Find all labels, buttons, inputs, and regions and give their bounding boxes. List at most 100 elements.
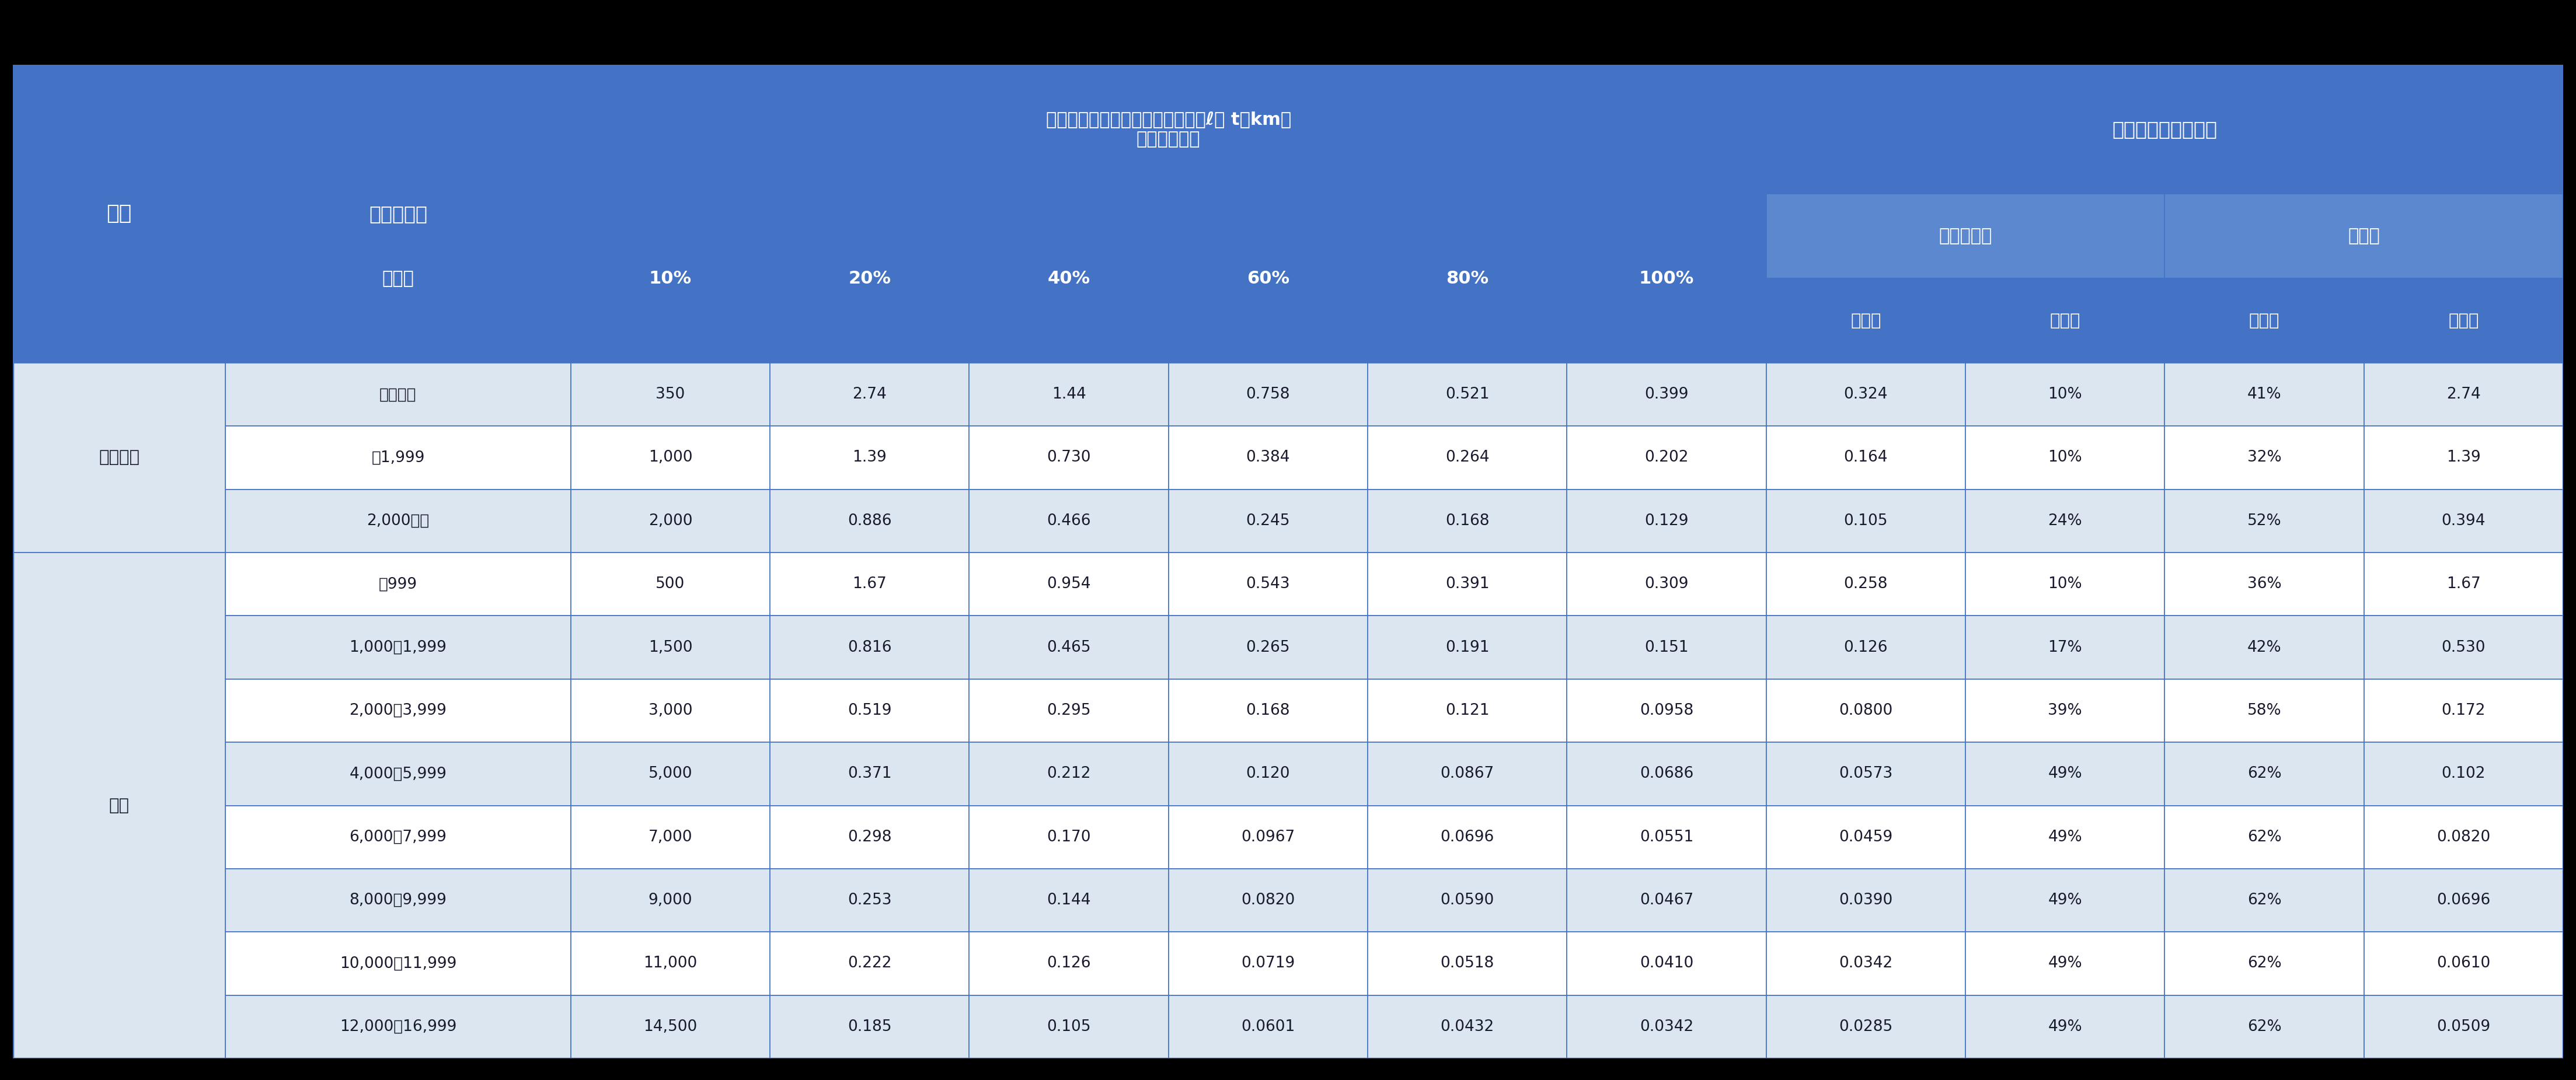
Bar <box>227 616 572 679</box>
Text: 60%: 60% <box>1247 270 1291 287</box>
Bar <box>2164 742 2365 806</box>
Bar <box>1170 553 1368 616</box>
Text: 0.0867: 0.0867 <box>1440 767 1494 782</box>
Bar <box>770 427 969 489</box>
Bar <box>1170 742 1368 806</box>
Text: 2.74: 2.74 <box>853 387 886 402</box>
Bar <box>1170 363 1368 427</box>
Bar <box>1566 489 1767 553</box>
Text: 0.0390: 0.0390 <box>1839 893 1893 908</box>
Bar <box>13 553 227 1058</box>
Bar <box>1566 806 1767 868</box>
Bar <box>227 427 572 489</box>
Bar <box>2365 868 2563 932</box>
Bar <box>2365 553 2563 616</box>
Text: 〜1,999: 〜1,999 <box>371 450 425 465</box>
Bar <box>1767 553 1965 616</box>
Bar <box>770 868 969 932</box>
Text: 1.44: 1.44 <box>1051 387 1087 402</box>
Bar <box>227 363 572 427</box>
Text: 11,000: 11,000 <box>644 956 698 971</box>
Bar <box>969 427 1170 489</box>
Text: 42%: 42% <box>2246 639 2282 654</box>
Text: 62%: 62% <box>2246 767 2282 782</box>
Text: 0.0518: 0.0518 <box>1440 956 1494 971</box>
Text: 62%: 62% <box>2246 829 2282 845</box>
Bar <box>770 553 969 616</box>
Text: 9,000: 9,000 <box>649 893 693 908</box>
Text: 3,000: 3,000 <box>649 703 693 718</box>
Bar <box>1170 616 1368 679</box>
Bar <box>1965 995 2164 1058</box>
Text: 0.0342: 0.0342 <box>1839 956 1893 971</box>
Text: 0.105: 0.105 <box>1046 1020 1090 1035</box>
Text: 0.170: 0.170 <box>1046 829 1090 845</box>
Bar <box>969 489 1170 553</box>
Bar <box>1767 679 1965 742</box>
Bar <box>1965 868 2164 932</box>
Text: 0.253: 0.253 <box>848 893 891 908</box>
Bar <box>969 806 1170 868</box>
Text: 0.144: 0.144 <box>1046 893 1090 908</box>
Bar <box>1767 279 1965 363</box>
Bar <box>227 489 572 553</box>
Text: 5,000: 5,000 <box>649 767 693 782</box>
Text: 100%: 100% <box>1638 270 1695 287</box>
Bar <box>13 363 227 553</box>
Bar <box>227 742 572 806</box>
Bar <box>227 806 572 868</box>
Text: 0.0509: 0.0509 <box>2437 1020 2491 1035</box>
Text: 0.519: 0.519 <box>848 703 891 718</box>
Text: 0.0958: 0.0958 <box>1641 703 1692 718</box>
Text: 0.0467: 0.0467 <box>1641 893 1692 908</box>
Bar <box>572 679 770 742</box>
Bar <box>1767 65 2563 194</box>
Text: 0.0410: 0.0410 <box>1641 956 1692 971</box>
Text: 2,000: 2,000 <box>649 513 693 528</box>
Text: 営業用: 営業用 <box>2050 312 2081 328</box>
Text: 0.129: 0.129 <box>1643 513 1690 528</box>
Text: 0.384: 0.384 <box>1247 450 1291 465</box>
Text: 10%: 10% <box>2048 577 2081 592</box>
Bar <box>2365 489 2563 553</box>
Bar <box>2365 427 2563 489</box>
Text: 0.212: 0.212 <box>1046 767 1090 782</box>
Bar <box>1965 279 2164 363</box>
Bar <box>227 932 572 995</box>
Text: 輸送トンキロ当たり燃料使用量（ℓ／ t・km）
積載率（％）: 輸送トンキロ当たり燃料使用量（ℓ／ t・km） 積載率（％） <box>1046 111 1291 148</box>
Bar <box>13 65 227 363</box>
Text: 0.126: 0.126 <box>1046 956 1090 971</box>
Text: 49%: 49% <box>2048 767 2081 782</box>
Bar <box>1965 806 2164 868</box>
Text: 0.298: 0.298 <box>848 829 891 845</box>
Text: 0.295: 0.295 <box>1046 703 1090 718</box>
Text: 0.0686: 0.0686 <box>1641 767 1692 782</box>
Bar <box>969 363 1170 427</box>
Bar <box>227 995 572 1058</box>
Text: 14,500: 14,500 <box>644 1020 698 1035</box>
Bar <box>969 742 1170 806</box>
Text: 0.0459: 0.0459 <box>1839 829 1893 845</box>
Text: 0.758: 0.758 <box>1247 387 1291 402</box>
Bar <box>1965 553 2164 616</box>
Bar <box>572 489 770 553</box>
Text: 0.202: 0.202 <box>1643 450 1690 465</box>
Bar <box>2164 806 2365 868</box>
Bar <box>969 932 1170 995</box>
Text: 0.0967: 0.0967 <box>1242 829 1296 845</box>
Text: 24%: 24% <box>2048 513 2081 528</box>
Bar <box>2164 616 2365 679</box>
Text: 10,000〜11,999: 10,000〜11,999 <box>340 956 456 971</box>
Bar <box>2365 742 2563 806</box>
Bar <box>770 995 969 1058</box>
Text: 0.399: 0.399 <box>1643 387 1690 402</box>
Text: 中央値: 中央値 <box>381 270 415 287</box>
Bar <box>1170 194 1368 363</box>
Text: 4,000〜5,999: 4,000〜5,999 <box>350 767 446 782</box>
Bar <box>1368 679 1566 742</box>
Text: 0.466: 0.466 <box>1046 513 1090 528</box>
Bar <box>1965 679 2164 742</box>
Text: 52%: 52% <box>2246 513 2282 528</box>
Bar <box>770 489 969 553</box>
Text: 12,000〜16,999: 12,000〜16,999 <box>340 1020 456 1035</box>
